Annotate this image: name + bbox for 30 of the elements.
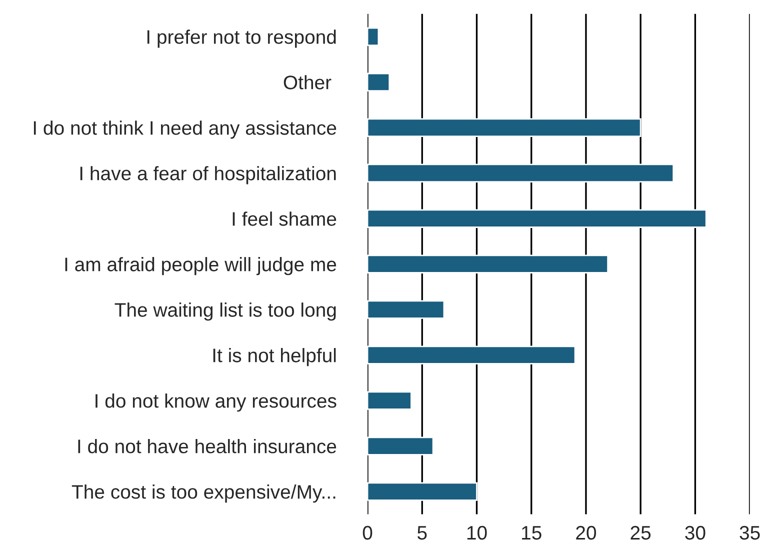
y-tick-label: I prefer not to respond — [147, 30, 336, 48]
bar — [368, 209, 707, 228]
bar — [368, 254, 609, 274]
x-tick-label: 35 — [740, 526, 760, 540]
x-tick-label: 10 — [467, 526, 487, 540]
y-tick-label: It is not helpful — [213, 348, 336, 366]
bar — [368, 346, 576, 364]
y-tick-label: I do not have health insurance — [78, 439, 336, 454]
y-tick-label: Other — [284, 75, 332, 90]
x-tick-label: 30 — [685, 526, 706, 540]
y-tick-label: The waiting list is too long — [114, 302, 336, 321]
bar — [368, 27, 380, 46]
bar — [368, 482, 478, 501]
y-tick-label: I am afraid people will judge me — [65, 257, 336, 276]
bar — [368, 391, 412, 410]
x-tick-label: 25 — [630, 526, 651, 540]
bar — [368, 300, 445, 319]
bar — [368, 72, 390, 92]
y-tick-label: The cost is too expensive/My... — [72, 484, 336, 503]
bar — [368, 436, 434, 456]
x-tick-label: 0 — [362, 526, 372, 540]
x-tick-label: 5 — [418, 526, 427, 540]
y-tick-label: I do not know any resources — [96, 394, 336, 412]
y-tick-label: I have a fear of hospitalization — [80, 166, 336, 184]
bar — [368, 118, 642, 137]
y-tick-label: I do not think I need any assistance — [34, 120, 336, 139]
x-tick-label: 15 — [522, 526, 542, 540]
x-tick-label: 20 — [576, 526, 596, 540]
y-tick-label: I feel shame — [232, 212, 336, 226]
bar — [368, 164, 674, 182]
